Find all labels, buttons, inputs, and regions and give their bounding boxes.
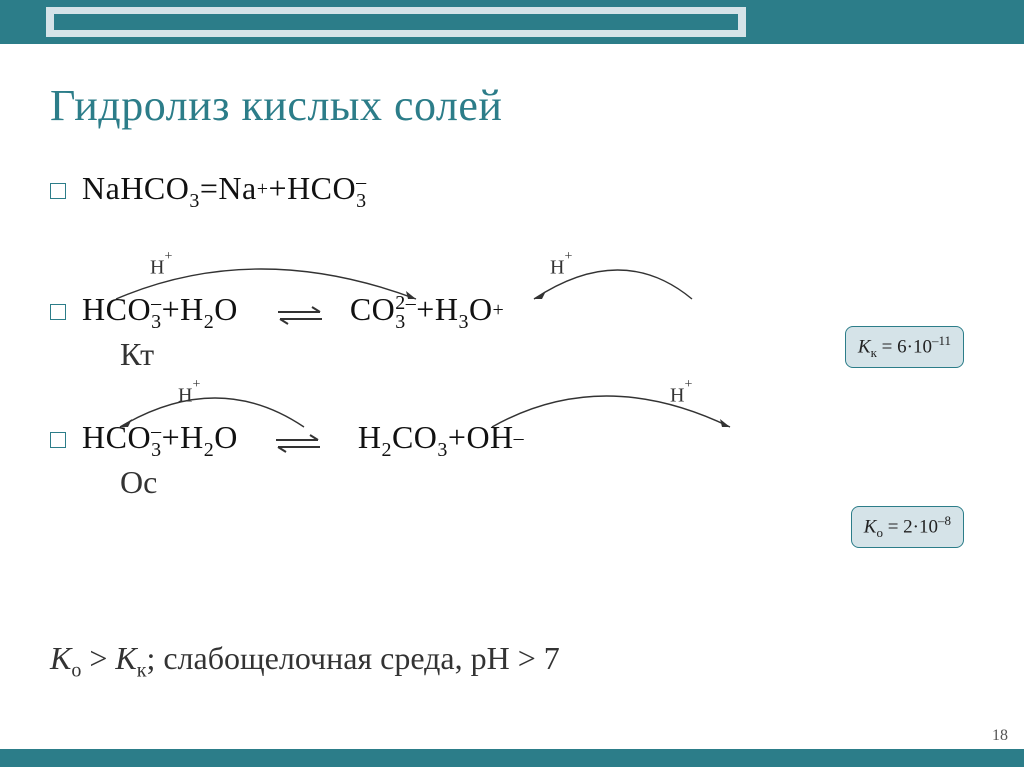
subsup: –3 (356, 177, 367, 207)
bullet-icon (50, 183, 66, 199)
proton-label: H+ (150, 255, 172, 280)
arcs-row-1: H+ H+ (50, 251, 984, 291)
slide: Гидролиз кислых солей NaHCO3 = Na+ + HCO… (0, 0, 1024, 767)
sub: 3 (189, 190, 200, 213)
equation-1-row: NaHCO3 = Na+ + HCO–3 (50, 170, 984, 207)
equation-2-row: HCO–3 + H2O CO2–3 + H3O+ (50, 291, 984, 328)
sub: 3 (458, 311, 469, 334)
t: H (180, 419, 204, 456)
arcs-row-2: H+ H+ (50, 379, 984, 419)
t: CO (392, 419, 437, 456)
top-accent-bar (0, 0, 1024, 44)
t: HCO (82, 419, 151, 456)
t: Na (218, 170, 256, 207)
sub: 2 (204, 439, 215, 462)
subsup: –3 (151, 426, 162, 456)
k-constant-box-1: Kк = 6·10–11 (845, 326, 964, 368)
bullet-icon (50, 304, 66, 320)
conclusion-line: Kо > Kк; слабощелочная среда, pH > 7 (50, 640, 560, 682)
equation-1: NaHCO3 = Na+ + HCO–3 (82, 170, 367, 207)
bar-inner (54, 14, 738, 30)
t: H (435, 291, 459, 328)
t: + (416, 291, 435, 328)
sub: 2 (381, 439, 392, 462)
equilibrium-arrow-icon (272, 428, 324, 456)
proton-label: H+ (178, 383, 200, 408)
t: HCO (287, 170, 356, 207)
os-label: Ос (120, 464, 984, 501)
subsup: –3 (151, 298, 162, 328)
t: O (214, 419, 238, 456)
t: H (180, 291, 204, 328)
sup: + (493, 299, 505, 322)
equation-3: HCO–3 + H2O H2CO3 + OH– (82, 419, 524, 456)
t: HCO (82, 291, 151, 328)
sup: – (514, 427, 525, 450)
t: O (469, 291, 493, 328)
spacer (50, 215, 984, 251)
equation-3-row: HCO–3 + H2O H2CO3 + OH– (50, 419, 984, 456)
t: + (448, 419, 467, 456)
bullet-icon (50, 432, 66, 448)
t: OH (466, 419, 513, 456)
t: O (214, 291, 238, 328)
sup: + (257, 178, 269, 201)
content-area: NaHCO3 = Na+ + HCO–3 H+ H+ (50, 170, 984, 507)
t: + (269, 170, 288, 207)
t: + (162, 291, 181, 328)
slide-title: Гидролиз кислых солей (50, 80, 502, 131)
equilibrium-arrow-icon (274, 300, 326, 328)
t: NaHCO (82, 170, 189, 207)
page-number: 18 (992, 727, 1008, 745)
t: CO (350, 291, 395, 328)
bottom-accent-bar (0, 749, 1024, 767)
sub: 2 (204, 311, 215, 334)
t: H (358, 419, 382, 456)
proton-label: H+ (670, 383, 692, 408)
sub: 3 (437, 439, 448, 462)
t: + (162, 419, 181, 456)
t: = (200, 170, 219, 207)
k-constant-box-2: Kо = 2·10–8 (851, 506, 964, 548)
equation-2: HCO–3 + H2O CO2–3 + H3O+ (82, 291, 504, 328)
subsup: 2–3 (395, 298, 416, 328)
proton-label: H+ (550, 255, 572, 280)
